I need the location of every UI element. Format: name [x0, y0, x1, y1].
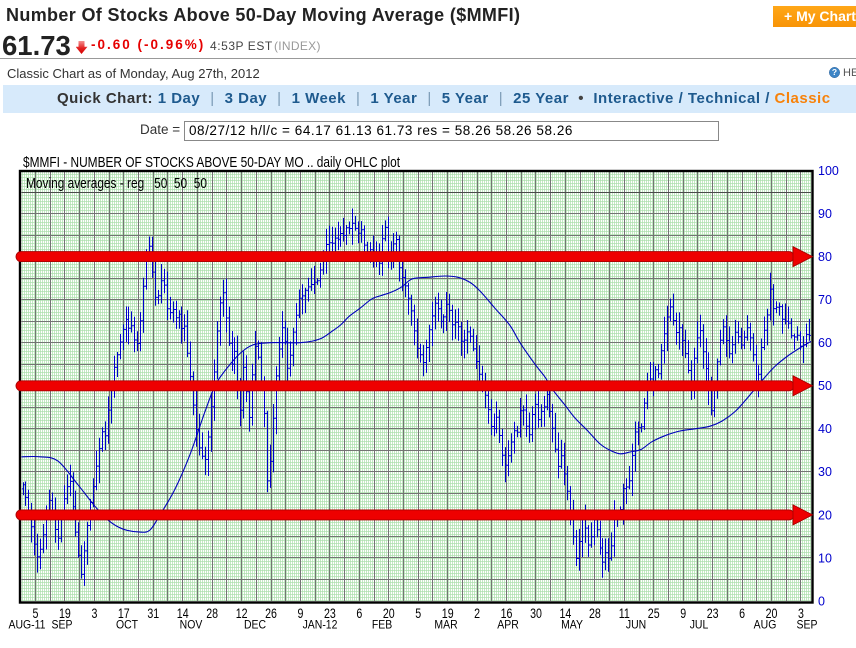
svg-text:AUG: AUG: [754, 619, 777, 632]
svg-text:60: 60: [818, 336, 832, 350]
svg-text:2: 2: [474, 606, 480, 622]
svg-text:SEP: SEP: [52, 619, 73, 632]
svg-text:5: 5: [415, 606, 421, 622]
svg-text:16: 16: [501, 606, 513, 622]
svg-text:26: 26: [265, 606, 277, 622]
svg-text:30: 30: [818, 465, 832, 479]
svg-text:28: 28: [589, 606, 601, 622]
svg-text:20: 20: [766, 606, 778, 622]
svg-text:17: 17: [118, 606, 130, 622]
svg-text:14: 14: [177, 606, 189, 622]
svg-text:OCT: OCT: [116, 619, 138, 632]
svg-text:3: 3: [798, 606, 804, 622]
svg-text:SEP: SEP: [797, 619, 818, 632]
svg-text:23: 23: [324, 606, 336, 622]
svg-text:NOV: NOV: [180, 619, 203, 632]
svg-text:10: 10: [818, 551, 832, 565]
svg-text:Moving averages - reg 50 50: Moving averages - reg 50 50 50: [26, 175, 207, 191]
svg-text:25: 25: [648, 606, 660, 622]
svg-text:19: 19: [59, 606, 71, 622]
svg-text:DEC: DEC: [244, 619, 266, 632]
svg-text:0: 0: [818, 594, 825, 608]
svg-text:APR: APR: [497, 619, 518, 632]
svg-text:?: ?: [832, 67, 837, 77]
svg-text:5: 5: [33, 606, 39, 622]
svg-text:FEB: FEB: [372, 619, 392, 632]
svg-text:12: 12: [236, 606, 248, 622]
svg-text:80: 80: [818, 250, 832, 264]
svg-text:JUL: JUL: [690, 619, 709, 632]
svg-text:40: 40: [818, 422, 832, 436]
svg-text:$MMFI - NUMBER OF STOCKS ABOVE: $MMFI - NUMBER OF STOCKS ABOVE 50-DAY MO…: [23, 154, 400, 170]
svg-text:100: 100: [818, 164, 839, 178]
svg-text:9: 9: [298, 606, 304, 622]
svg-text:50: 50: [818, 379, 832, 393]
svg-text:AUG-11: AUG-11: [9, 619, 46, 632]
svg-text:MAR: MAR: [434, 619, 457, 632]
svg-text:30: 30: [530, 606, 542, 622]
svg-text:MAY: MAY: [561, 619, 583, 632]
svg-text:14: 14: [559, 606, 571, 622]
svg-text:6: 6: [356, 606, 362, 622]
svg-text:6: 6: [739, 606, 745, 622]
svg-text:9: 9: [680, 606, 686, 622]
svg-text:23: 23: [707, 606, 719, 622]
svg-text:70: 70: [818, 293, 832, 307]
svg-text:31: 31: [147, 606, 159, 622]
svg-text:JUN: JUN: [626, 619, 646, 632]
svg-text:11: 11: [619, 606, 630, 622]
svg-text:28: 28: [206, 606, 218, 622]
svg-text:JAN-12: JAN-12: [303, 619, 338, 632]
svg-text:19: 19: [442, 606, 454, 622]
svg-text:20: 20: [383, 606, 395, 622]
svg-text:90: 90: [818, 207, 832, 221]
svg-text:3: 3: [91, 606, 97, 622]
svg-text:20: 20: [818, 508, 832, 522]
